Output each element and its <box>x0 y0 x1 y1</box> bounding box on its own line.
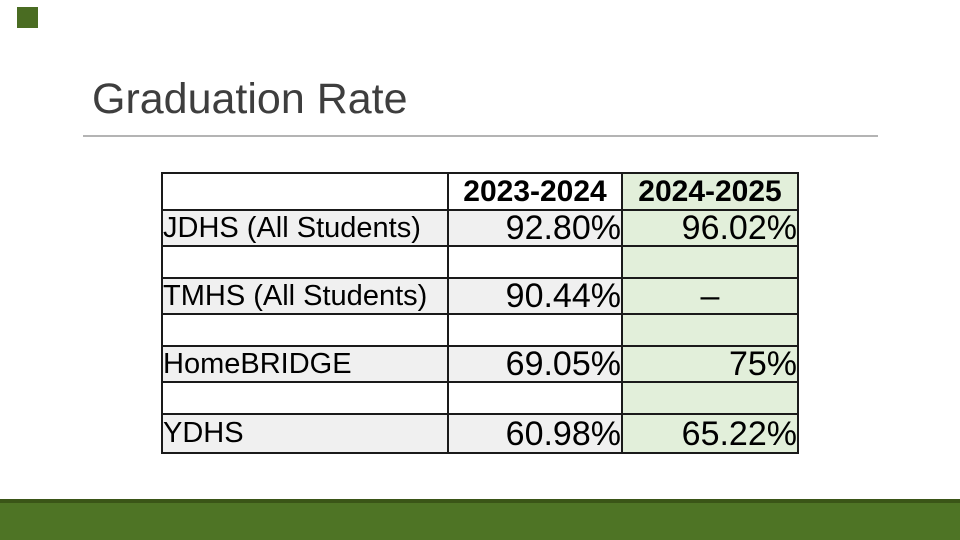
spacer-row <box>161 245 799 279</box>
empty-cell <box>161 245 449 279</box>
header-row: 2023-2024 2024-2025 <box>161 172 799 211</box>
school-name-cell: HomeBRIDGE <box>161 345 449 383</box>
spacer-row <box>161 381 799 415</box>
spacer-row <box>161 313 799 347</box>
header-spacer-cell <box>161 172 449 211</box>
rate-2023-2024-cell: 60.98% <box>447 413 623 454</box>
rate-2024-2025-cell: – <box>621 277 799 315</box>
empty-cell <box>447 245 623 279</box>
empty-cell-green <box>621 245 799 279</box>
table-row-tmhs: TMHS (All Students) 90.44% – <box>161 277 799 315</box>
table-row-jdhs: JDHS (All Students) 92.80% 96.02% <box>161 209 799 247</box>
page-title: Graduation Rate <box>92 75 408 123</box>
empty-cell <box>161 313 449 347</box>
empty-cell <box>161 381 449 415</box>
year-column-header-2024-2025: 2024-2025 <box>621 172 799 211</box>
rate-2023-2024-cell: 69.05% <box>447 345 623 383</box>
graduation-rate-table-container: 2023-2024 2024-2025 JDHS (All Students) … <box>161 172 799 454</box>
rate-2024-2025-cell: 96.02% <box>621 209 799 247</box>
bottom-accent-band <box>0 499 960 540</box>
corner-accent <box>17 7 38 28</box>
empty-cell <box>447 381 623 415</box>
table-row-homebridge: HomeBRIDGE 69.05% 75% <box>161 345 799 383</box>
table-row-ydhs: YDHS 60.98% 65.22% <box>161 413 799 454</box>
rate-2024-2025-cell: 75% <box>621 345 799 383</box>
school-name-cell: JDHS (All Students) <box>161 209 449 247</box>
empty-cell-green <box>621 313 799 347</box>
school-name-cell: TMHS (All Students) <box>161 277 449 315</box>
rate-2024-2025-cell: 65.22% <box>621 413 799 454</box>
year-column-header-2023-2024: 2023-2024 <box>447 172 623 211</box>
school-name-cell: YDHS <box>161 413 449 454</box>
empty-cell <box>447 313 623 347</box>
rate-2023-2024-cell: 92.80% <box>447 209 623 247</box>
empty-cell-green <box>621 381 799 415</box>
graduation-rate-table: 2023-2024 2024-2025 JDHS (All Students) … <box>161 172 799 454</box>
title-rule <box>83 135 878 137</box>
rate-2023-2024-cell: 90.44% <box>447 277 623 315</box>
